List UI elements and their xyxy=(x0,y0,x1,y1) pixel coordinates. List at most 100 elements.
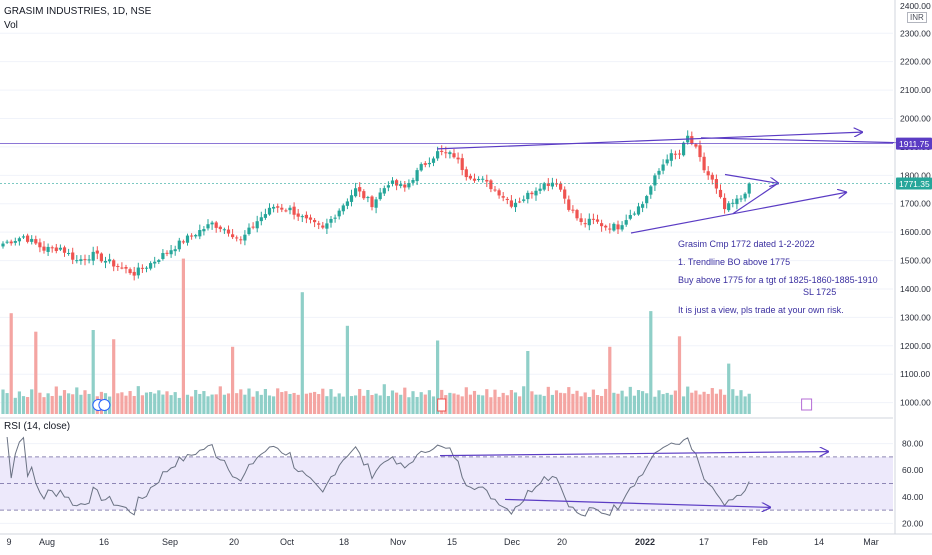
candle-body xyxy=(349,195,354,202)
time-tick-label: Dec xyxy=(504,537,521,547)
volume-bar xyxy=(67,393,71,414)
candle-body xyxy=(317,223,321,225)
candle-body xyxy=(583,223,587,225)
candle-body xyxy=(440,150,444,152)
note-disclaimer: It is just a view, pls trade at your own… xyxy=(678,305,844,315)
volume-bar xyxy=(431,396,436,414)
candle-body xyxy=(657,170,661,175)
candle-body xyxy=(313,219,317,223)
candle-body xyxy=(518,201,522,203)
volume-bar xyxy=(185,394,190,414)
candle-body xyxy=(112,260,116,267)
volume-bar xyxy=(321,388,325,414)
volume-bar xyxy=(485,389,489,414)
volume-bar xyxy=(325,396,329,414)
volume-bar xyxy=(210,394,214,414)
volume-bar xyxy=(153,393,157,414)
volume-bar xyxy=(378,395,382,414)
event-markers[interactable] xyxy=(92,398,813,412)
price-trendline xyxy=(732,182,779,215)
candle-body xyxy=(493,189,497,191)
candle-body xyxy=(91,251,95,261)
candle-body xyxy=(534,190,538,196)
currency-badge[interactable]: INR xyxy=(907,12,927,23)
candles xyxy=(1,130,751,281)
candle-body xyxy=(612,223,616,231)
volume-bar xyxy=(591,389,595,414)
time-tick-label: 18 xyxy=(339,537,349,547)
candle-body xyxy=(149,263,153,269)
candle-body xyxy=(46,246,50,252)
volume-bar xyxy=(513,392,518,414)
volume-bar xyxy=(58,395,62,414)
candle-body xyxy=(706,171,710,176)
candle-body xyxy=(366,197,370,199)
volume-bar xyxy=(5,393,9,414)
rsi-series-line xyxy=(6,436,750,517)
rsi-legend[interactable]: RSI (14, close) xyxy=(4,421,71,432)
time-tick-label: 17 xyxy=(699,537,709,547)
candle-body xyxy=(54,247,58,252)
time-tick-label: Mar xyxy=(863,537,879,547)
candle-body xyxy=(645,196,649,204)
candle-body xyxy=(354,188,358,197)
volume-bar xyxy=(559,392,563,414)
volume-bar xyxy=(419,392,423,414)
candle-body xyxy=(226,229,231,234)
candle-body xyxy=(173,249,177,252)
price-trendline xyxy=(436,132,862,150)
volume-bar xyxy=(38,392,42,414)
candle-body xyxy=(255,221,259,229)
candle-body xyxy=(13,241,17,243)
candle-body xyxy=(251,226,255,228)
volume-bar xyxy=(706,393,710,414)
volume-bar xyxy=(682,396,686,414)
candle-body xyxy=(304,214,308,219)
candle-body xyxy=(378,192,382,200)
candle-body xyxy=(723,197,727,210)
time-tick-label: Aug xyxy=(39,537,55,547)
candle-body xyxy=(308,217,313,220)
candle-body xyxy=(231,234,235,238)
candle-body xyxy=(436,151,440,159)
volume-legend[interactable]: Vol xyxy=(4,20,18,31)
volume-bar xyxy=(583,392,587,414)
volume-bar xyxy=(42,397,46,414)
volume-bar xyxy=(140,395,144,414)
volume-bar xyxy=(190,396,194,414)
price-labels: 1911.75 1771.35 xyxy=(0,137,932,190)
candle-body xyxy=(75,260,79,262)
candle-body xyxy=(501,196,505,198)
candle-body xyxy=(604,225,608,228)
volume-bar xyxy=(616,393,620,414)
volume-bar xyxy=(206,396,210,414)
volume-bar xyxy=(247,388,251,414)
trendlines[interactable] xyxy=(436,132,932,507)
price-tag xyxy=(896,177,932,190)
candle-body xyxy=(190,235,194,237)
volume-bar xyxy=(509,390,513,414)
candle-body xyxy=(58,247,62,250)
candle-body xyxy=(95,250,99,254)
candle-body xyxy=(567,199,571,210)
candle-body xyxy=(210,222,214,225)
candle-body xyxy=(202,229,206,232)
candle-body xyxy=(218,226,222,230)
volume-bar xyxy=(411,391,415,414)
candle-body xyxy=(259,217,263,222)
volume-bar xyxy=(579,396,583,414)
analysis-note: Grasim Cmp 1772 dated 1-2-2022 1. Trendl… xyxy=(678,238,908,316)
note-trendline: 1. Trendline BO above 1775 xyxy=(678,257,791,267)
candle-body xyxy=(743,193,747,199)
candle-body xyxy=(682,142,686,156)
volume-bar xyxy=(239,389,243,414)
volume-bar xyxy=(128,391,132,414)
candle-body xyxy=(472,178,477,181)
volume-bar xyxy=(620,390,624,414)
volume-bar xyxy=(481,395,485,414)
candle-body xyxy=(153,261,157,264)
symbol-legend[interactable]: GRASIM INDUSTRIES, 1D, NSE xyxy=(4,6,152,17)
